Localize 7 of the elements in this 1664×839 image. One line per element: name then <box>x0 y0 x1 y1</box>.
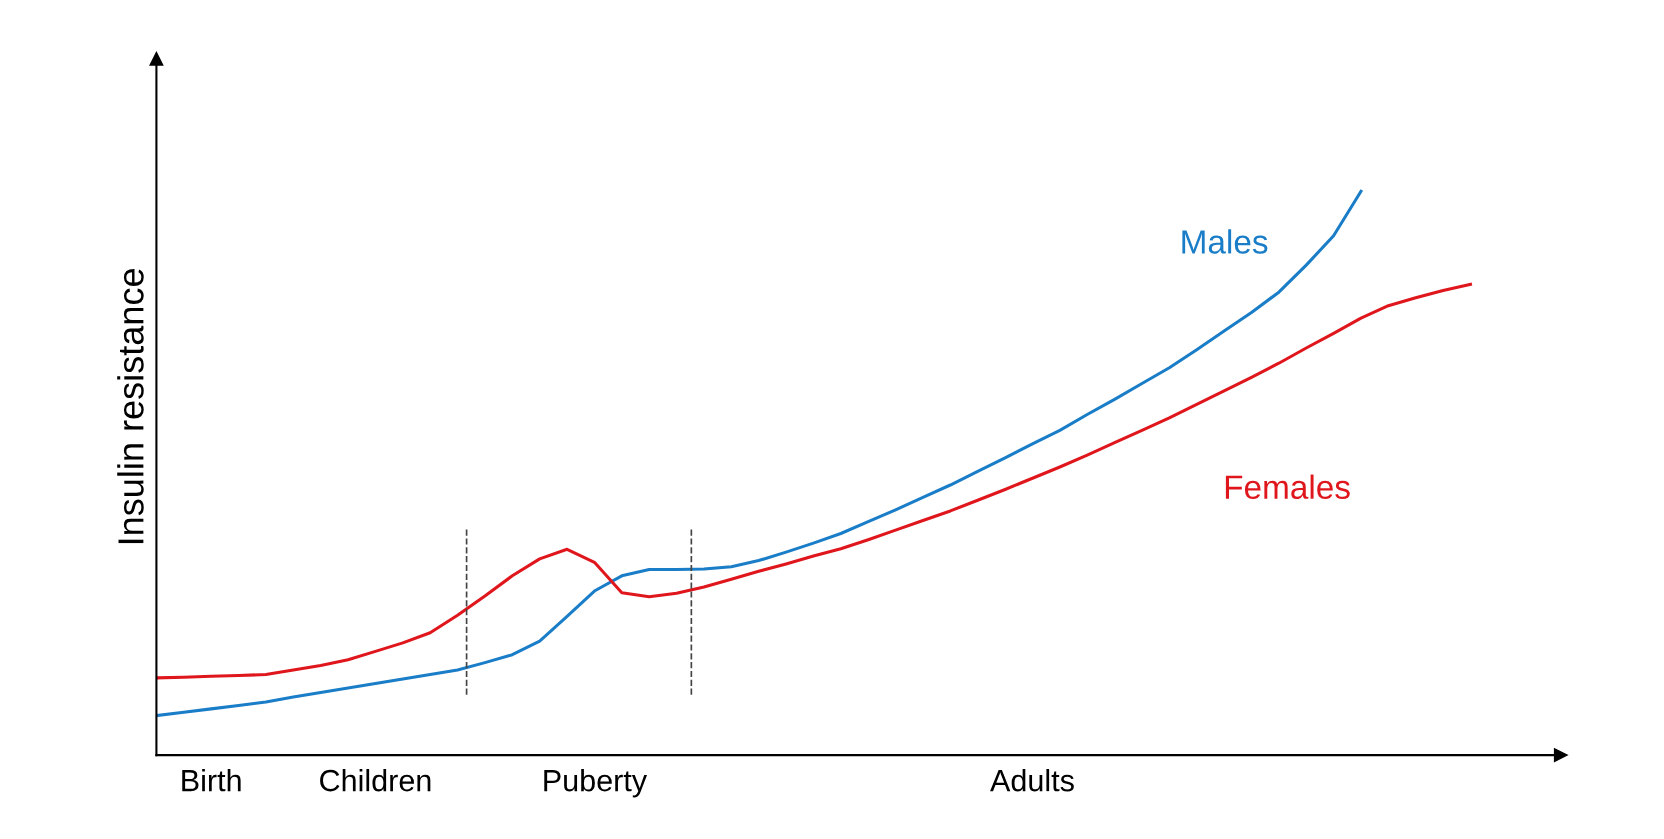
x-tick-label: Puberty <box>544 768 648 798</box>
y-axis-title: Insulin resistance <box>117 269 144 544</box>
text: Females <box>1225 474 1350 500</box>
x-tick-label: Birth <box>182 768 241 792</box>
x-tick-label: Children <box>320 768 431 792</box>
x-tick-label: Adults <box>990 768 1074 792</box>
series-label: Males <box>1182 229 1268 254</box>
